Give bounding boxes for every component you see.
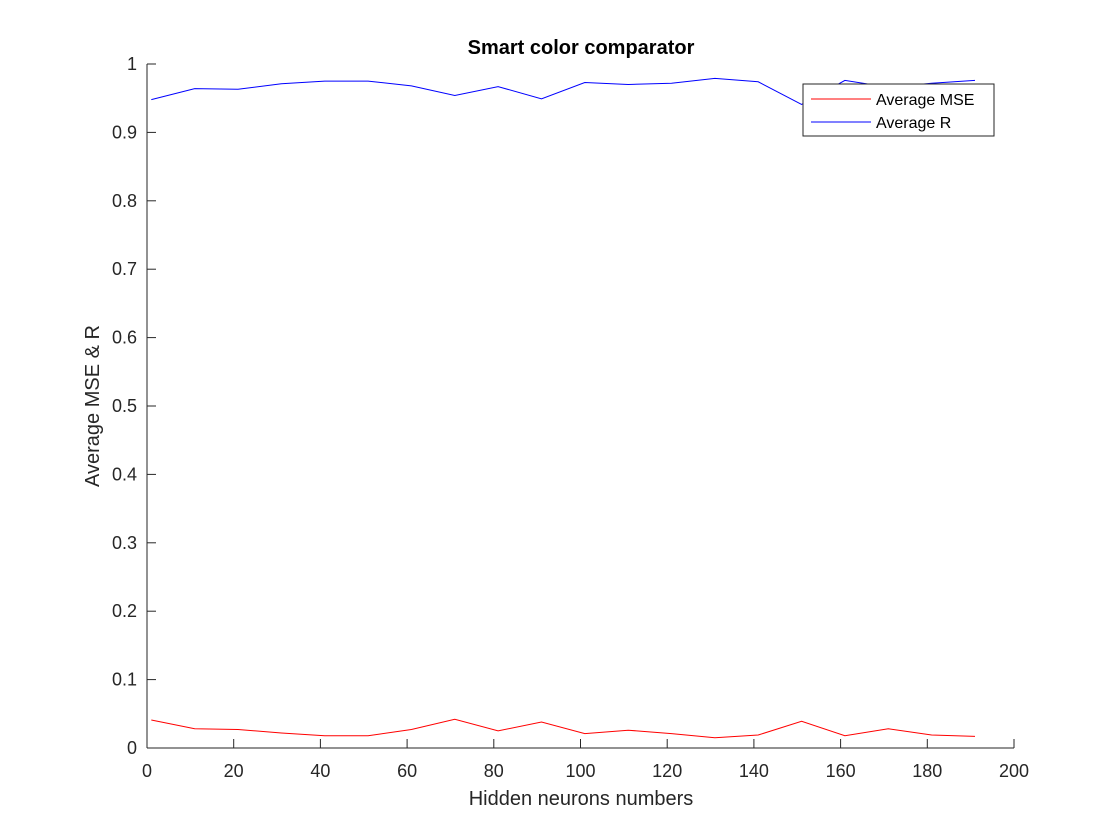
legend-label: Average R (876, 115, 951, 132)
x-tick-label: 40 (310, 761, 330, 781)
y-tick-label: 0.3 (112, 533, 137, 553)
y-tick-label: 0.9 (112, 122, 137, 142)
legend: Average MSE Average R (802, 83, 995, 137)
x-tick-label: 160 (826, 761, 856, 781)
y-tick-label: 0.7 (112, 259, 137, 279)
y-tick-label: 0.1 (112, 670, 137, 690)
x-axis-title: Hidden neurons numbers (469, 788, 694, 810)
y-tick-label: 0.6 (112, 328, 137, 348)
x-tick-label: 100 (565, 761, 595, 781)
y-tick-label: 0.2 (112, 601, 137, 621)
y-tick-label: 0.5 (112, 396, 137, 416)
legend-label: Average MSE (876, 92, 974, 109)
series-lines (151, 77, 976, 739)
x-tick-label: 0 (142, 761, 152, 781)
x-tick-label: 140 (739, 761, 769, 781)
y-tick-label: 0.4 (112, 464, 137, 484)
series-line (151, 718, 976, 739)
y-tick-label: 0 (127, 738, 137, 758)
x-tick-label: 60 (397, 761, 417, 781)
y-tick-label: 1 (127, 54, 137, 74)
x-tick-label: 180 (912, 761, 942, 781)
x-tick-label: 80 (484, 761, 504, 781)
axes: 0 20 40 60 80 100 120 140 160 180 200 0 0.1 0.2 0.3 0.4… (112, 54, 1029, 781)
y-tick-label: 0.8 (112, 191, 137, 211)
legend-box (802, 83, 995, 137)
x-tick-label: 200 (999, 761, 1029, 781)
y-axis-title: Average MSE & R (82, 325, 104, 487)
x-tick-label: 20 (224, 761, 244, 781)
x-tick-label: 120 (652, 761, 682, 781)
chart-title: Smart color comparator (468, 37, 695, 59)
